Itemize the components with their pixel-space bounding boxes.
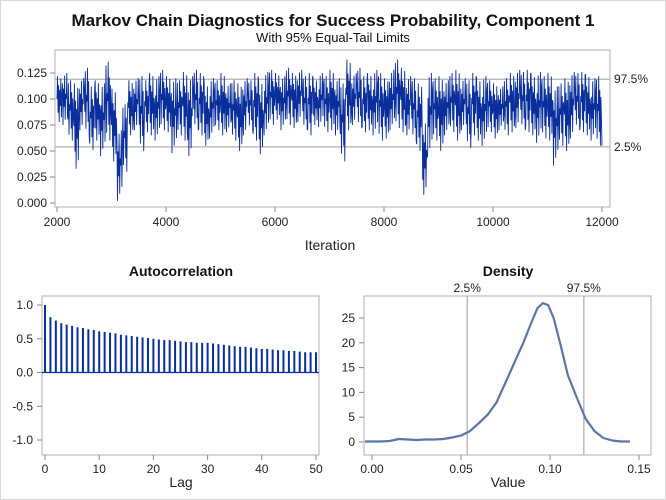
chart-title: Markov Chain Diagnostics for Success Pro…: [71, 11, 594, 30]
y-tick-label: 1.0: [16, 298, 33, 312]
x-tick-label: 10: [93, 462, 107, 476]
y-tick-label: 0.075: [17, 118, 47, 132]
trace-series: [56, 59, 603, 201]
density-curve: [364, 302, 631, 443]
y-tick-label: 0.050: [17, 144, 47, 158]
density-x-label: Value: [491, 474, 526, 490]
reference-label: 2.5%: [614, 140, 642, 154]
x-tick-label: 50: [309, 462, 323, 476]
x-tick-label: 10000: [476, 215, 510, 229]
density-frame: [363, 295, 652, 456]
y-tick-label: 0: [348, 435, 355, 449]
trace-plot: 97.5% 2.5% 2000 4000 6000 8000 10000 12000 0.00…: [17, 49, 648, 253]
x-tick-label: 6000: [262, 215, 289, 229]
x-tick-label: 12000: [585, 215, 619, 229]
y-tick-label: 25: [342, 311, 356, 325]
reference-label: 2.5%: [454, 281, 482, 295]
x-tick-label: 4000: [153, 215, 180, 229]
y-tick-label: 0.100: [17, 92, 47, 106]
reference-label: 97.5%: [567, 281, 601, 295]
x-tick-label: 0.00: [360, 462, 384, 476]
x-tick-label: 40: [255, 462, 269, 476]
trace-x-label: Iteration: [305, 237, 356, 253]
y-tick-label: 5: [348, 410, 355, 424]
y-tick-label: -0.5: [12, 399, 33, 413]
x-tick-label: 2000: [44, 215, 71, 229]
density-plot: Density 2.5% 97.5% 0.00 0.05 0.10 0.15 0 5 10 15…: [342, 263, 652, 490]
x-tick-label: 0.10: [538, 462, 562, 476]
acf-frame: [41, 295, 320, 456]
y-tick-label: 0.000: [17, 196, 47, 210]
y-tick-label: 20: [342, 336, 356, 350]
x-tick-label: 20: [147, 462, 161, 476]
x-tick-label: 30: [201, 462, 215, 476]
y-tick-label: 0.125: [17, 66, 47, 80]
x-tick-label: 0.05: [449, 462, 473, 476]
reference-label: 97.5%: [614, 72, 648, 86]
density-title: Density: [483, 263, 534, 279]
acf-x-label: Lag: [169, 474, 192, 490]
y-tick-label: 15: [342, 361, 356, 375]
x-tick-label: 0.15: [627, 462, 651, 476]
x-tick-label: 0: [42, 462, 49, 476]
autocorrelation-plot: Autocorrelation 0 10 20 30 40 50 -1.0 -0.5 0.0 0.…: [12, 263, 323, 490]
y-tick-label: 0.5: [16, 332, 33, 346]
acf-title: Autocorrelation: [129, 263, 233, 279]
y-tick-label: 0.0: [16, 366, 33, 380]
x-tick-label: 8000: [371, 215, 398, 229]
y-tick-label: -1.0: [12, 433, 33, 447]
y-tick-label: 0.025: [17, 170, 47, 184]
chart-subtitle: With 95% Equal-Tail Limits: [256, 30, 410, 45]
y-tick-label: 10: [342, 385, 356, 399]
trace-frame: [54, 49, 611, 208]
